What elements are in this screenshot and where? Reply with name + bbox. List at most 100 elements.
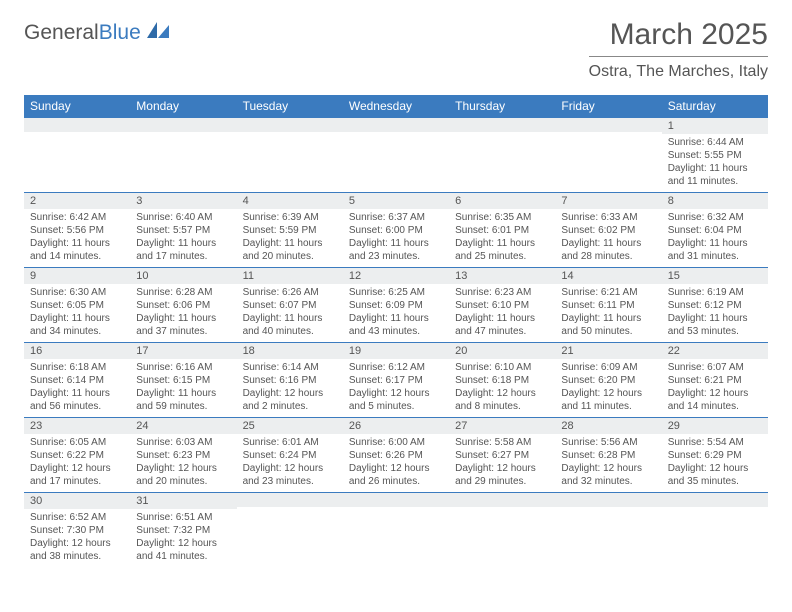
day-body: Sunrise: 6:05 AMSunset: 6:22 PMDaylight:… bbox=[24, 434, 130, 492]
day-body: Sunrise: 6:30 AMSunset: 6:05 PMDaylight:… bbox=[24, 284, 130, 342]
sunset-text: Sunset: 6:22 PM bbox=[30, 449, 124, 462]
day-number bbox=[555, 118, 661, 132]
sunrise-text: Sunrise: 6:21 AM bbox=[561, 286, 655, 299]
weekday-header: Monday bbox=[130, 95, 236, 118]
daylight-text: Daylight: 12 hours and 20 minutes. bbox=[136, 462, 230, 488]
day-body: Sunrise: 5:54 AMSunset: 6:29 PMDaylight:… bbox=[662, 434, 768, 492]
calendar-day-cell: 7Sunrise: 6:33 AMSunset: 6:02 PMDaylight… bbox=[555, 193, 661, 268]
calendar-blank-cell bbox=[24, 118, 130, 193]
day-body: Sunrise: 6:35 AMSunset: 6:01 PMDaylight:… bbox=[449, 209, 555, 267]
calendar-day-cell: 24Sunrise: 6:03 AMSunset: 6:23 PMDayligh… bbox=[130, 418, 236, 493]
sail-icon bbox=[145, 20, 171, 45]
day-body bbox=[555, 132, 661, 138]
calendar-day-cell: 11Sunrise: 6:26 AMSunset: 6:07 PMDayligh… bbox=[237, 268, 343, 343]
sunrise-text: Sunrise: 6:23 AM bbox=[455, 286, 549, 299]
daylight-text: Daylight: 12 hours and 29 minutes. bbox=[455, 462, 549, 488]
calendar-day-cell: 10Sunrise: 6:28 AMSunset: 6:06 PMDayligh… bbox=[130, 268, 236, 343]
day-number: 18 bbox=[237, 343, 343, 359]
calendar-day-cell: 25Sunrise: 6:01 AMSunset: 6:24 PMDayligh… bbox=[237, 418, 343, 493]
daylight-text: Daylight: 12 hours and 23 minutes. bbox=[243, 462, 337, 488]
daylight-text: Daylight: 12 hours and 2 minutes. bbox=[243, 387, 337, 413]
sunset-text: Sunset: 6:10 PM bbox=[455, 299, 549, 312]
day-number bbox=[130, 118, 236, 132]
sunset-text: Sunset: 6:23 PM bbox=[136, 449, 230, 462]
daylight-text: Daylight: 12 hours and 38 minutes. bbox=[30, 537, 124, 563]
sunrise-text: Sunrise: 6:37 AM bbox=[349, 211, 443, 224]
sunrise-text: Sunrise: 6:14 AM bbox=[243, 361, 337, 374]
day-body bbox=[555, 507, 661, 513]
daylight-text: Daylight: 12 hours and 5 minutes. bbox=[349, 387, 443, 413]
day-number: 16 bbox=[24, 343, 130, 359]
calendar-week-row: 30Sunrise: 6:52 AMSunset: 7:30 PMDayligh… bbox=[24, 493, 768, 568]
daylight-text: Daylight: 11 hours and 37 minutes. bbox=[136, 312, 230, 338]
daylight-text: Daylight: 11 hours and 47 minutes. bbox=[455, 312, 549, 338]
day-number bbox=[449, 493, 555, 507]
sunrise-text: Sunrise: 6:10 AM bbox=[455, 361, 549, 374]
day-body: Sunrise: 6:03 AMSunset: 6:23 PMDaylight:… bbox=[130, 434, 236, 492]
calendar-blank-cell bbox=[130, 118, 236, 193]
day-number: 2 bbox=[24, 193, 130, 209]
sunrise-text: Sunrise: 6:26 AM bbox=[243, 286, 337, 299]
sunset-text: Sunset: 6:16 PM bbox=[243, 374, 337, 387]
daylight-text: Daylight: 12 hours and 26 minutes. bbox=[349, 462, 443, 488]
day-body: Sunrise: 6:44 AMSunset: 5:55 PMDaylight:… bbox=[662, 134, 768, 192]
calendar-day-cell: 1Sunrise: 6:44 AMSunset: 5:55 PMDaylight… bbox=[662, 118, 768, 193]
day-number: 3 bbox=[130, 193, 236, 209]
day-number bbox=[237, 118, 343, 132]
day-number: 1 bbox=[662, 118, 768, 134]
day-body bbox=[24, 132, 130, 138]
weekday-header: Friday bbox=[555, 95, 661, 118]
day-body: Sunrise: 6:14 AMSunset: 6:16 PMDaylight:… bbox=[237, 359, 343, 417]
day-body bbox=[449, 132, 555, 138]
daylight-text: Daylight: 11 hours and 59 minutes. bbox=[136, 387, 230, 413]
day-body: Sunrise: 6:12 AMSunset: 6:17 PMDaylight:… bbox=[343, 359, 449, 417]
daylight-text: Daylight: 11 hours and 17 minutes. bbox=[136, 237, 230, 263]
calendar-week-row: 23Sunrise: 6:05 AMSunset: 6:22 PMDayligh… bbox=[24, 418, 768, 493]
sunrise-text: Sunrise: 6:01 AM bbox=[243, 436, 337, 449]
day-number: 12 bbox=[343, 268, 449, 284]
day-body bbox=[449, 507, 555, 513]
sunset-text: Sunset: 7:30 PM bbox=[30, 524, 124, 537]
day-number: 30 bbox=[24, 493, 130, 509]
calendar-blank-cell bbox=[449, 493, 555, 568]
weekday-header: Thursday bbox=[449, 95, 555, 118]
calendar-blank-cell bbox=[237, 118, 343, 193]
calendar-day-cell: 31Sunrise: 6:51 AMSunset: 7:32 PMDayligh… bbox=[130, 493, 236, 568]
calendar-day-cell: 4Sunrise: 6:39 AMSunset: 5:59 PMDaylight… bbox=[237, 193, 343, 268]
calendar-blank-cell bbox=[555, 493, 661, 568]
day-body: Sunrise: 6:10 AMSunset: 6:18 PMDaylight:… bbox=[449, 359, 555, 417]
day-number: 21 bbox=[555, 343, 661, 359]
sunset-text: Sunset: 6:02 PM bbox=[561, 224, 655, 237]
day-body: Sunrise: 6:23 AMSunset: 6:10 PMDaylight:… bbox=[449, 284, 555, 342]
daylight-text: Daylight: 12 hours and 14 minutes. bbox=[668, 387, 762, 413]
sunset-text: Sunset: 5:59 PM bbox=[243, 224, 337, 237]
day-body: Sunrise: 6:28 AMSunset: 6:06 PMDaylight:… bbox=[130, 284, 236, 342]
sunset-text: Sunset: 5:57 PM bbox=[136, 224, 230, 237]
calendar-day-cell: 14Sunrise: 6:21 AMSunset: 6:11 PMDayligh… bbox=[555, 268, 661, 343]
day-number: 24 bbox=[130, 418, 236, 434]
day-number: 29 bbox=[662, 418, 768, 434]
sunrise-text: Sunrise: 6:05 AM bbox=[30, 436, 124, 449]
day-body bbox=[237, 132, 343, 138]
daylight-text: Daylight: 12 hours and 35 minutes. bbox=[668, 462, 762, 488]
day-number bbox=[343, 118, 449, 132]
sunset-text: Sunset: 6:21 PM bbox=[668, 374, 762, 387]
day-body bbox=[130, 132, 236, 138]
calendar-week-row: 1Sunrise: 6:44 AMSunset: 5:55 PMDaylight… bbox=[24, 118, 768, 193]
calendar-header-row: SundayMondayTuesdayWednesdayThursdayFrid… bbox=[24, 95, 768, 118]
daylight-text: Daylight: 11 hours and 50 minutes. bbox=[561, 312, 655, 338]
day-body: Sunrise: 6:52 AMSunset: 7:30 PMDaylight:… bbox=[24, 509, 130, 567]
day-number bbox=[24, 118, 130, 132]
sunset-text: Sunset: 5:55 PM bbox=[668, 149, 762, 162]
daylight-text: Daylight: 11 hours and 34 minutes. bbox=[30, 312, 124, 338]
day-body bbox=[343, 132, 449, 138]
sunset-text: Sunset: 6:11 PM bbox=[561, 299, 655, 312]
day-number bbox=[555, 493, 661, 507]
day-body bbox=[343, 507, 449, 513]
day-number: 31 bbox=[130, 493, 236, 509]
day-body: Sunrise: 6:18 AMSunset: 6:14 PMDaylight:… bbox=[24, 359, 130, 417]
day-body: Sunrise: 6:26 AMSunset: 6:07 PMDaylight:… bbox=[237, 284, 343, 342]
sunset-text: Sunset: 6:01 PM bbox=[455, 224, 549, 237]
sunset-text: Sunset: 6:00 PM bbox=[349, 224, 443, 237]
sunrise-text: Sunrise: 6:51 AM bbox=[136, 511, 230, 524]
